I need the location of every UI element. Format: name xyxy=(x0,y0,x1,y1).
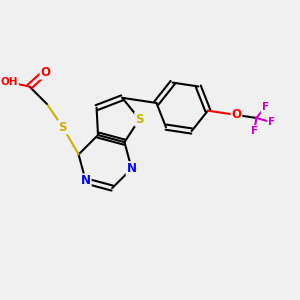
Text: O: O xyxy=(231,109,242,122)
Text: F: F xyxy=(268,117,275,127)
Text: F: F xyxy=(251,126,258,136)
Text: F: F xyxy=(262,102,269,112)
Text: N: N xyxy=(81,175,91,188)
Text: N: N xyxy=(127,162,136,175)
Text: O: O xyxy=(40,66,50,79)
Text: S: S xyxy=(58,121,67,134)
Text: S: S xyxy=(135,112,144,126)
Text: OH: OH xyxy=(1,77,18,87)
